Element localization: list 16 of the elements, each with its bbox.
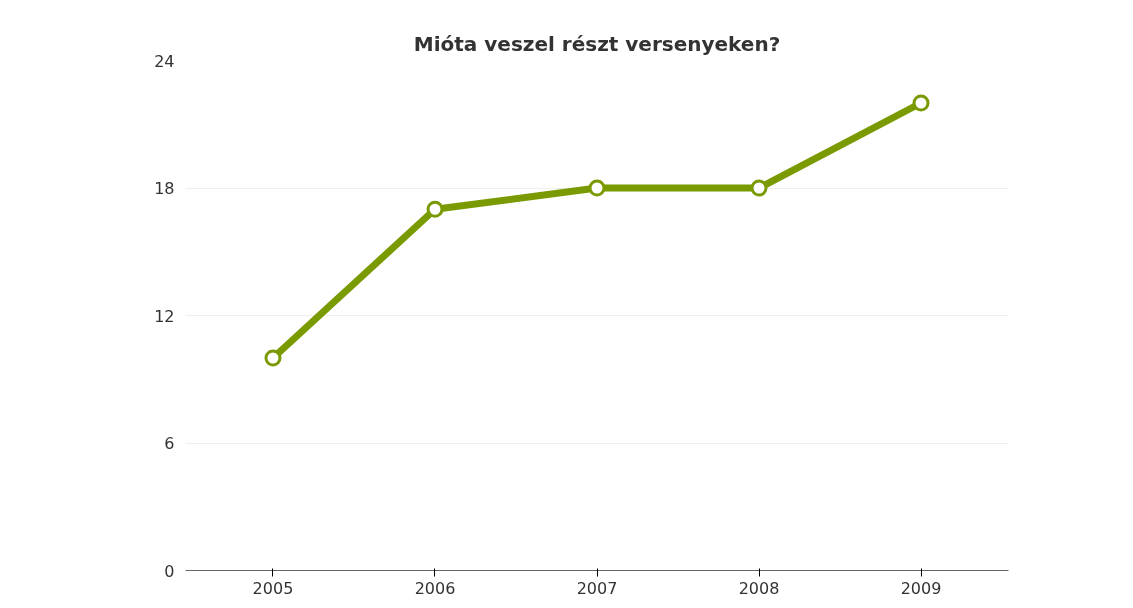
y-tick-label: 12 [154, 306, 175, 326]
x-tick-label: 2007 [576, 578, 618, 598]
x-tick-label: 2006 [414, 578, 456, 598]
point [912, 94, 930, 112]
x-tick-label: 2005 [252, 578, 294, 598]
point [264, 349, 282, 367]
y-tick-label: 18 [154, 179, 175, 198]
point [588, 179, 606, 197]
x-tick-label: 2008 [738, 578, 780, 598]
y-tick-label: 0 [164, 561, 175, 581]
point [426, 200, 444, 218]
chart-title: Mióta veszel részt versenyeken? [413, 31, 781, 56]
y-tick-label: 6 [164, 434, 175, 453]
point [750, 179, 768, 197]
x-tick-label: 2009 [900, 578, 942, 598]
y-tick-label: 24 [154, 51, 175, 71]
